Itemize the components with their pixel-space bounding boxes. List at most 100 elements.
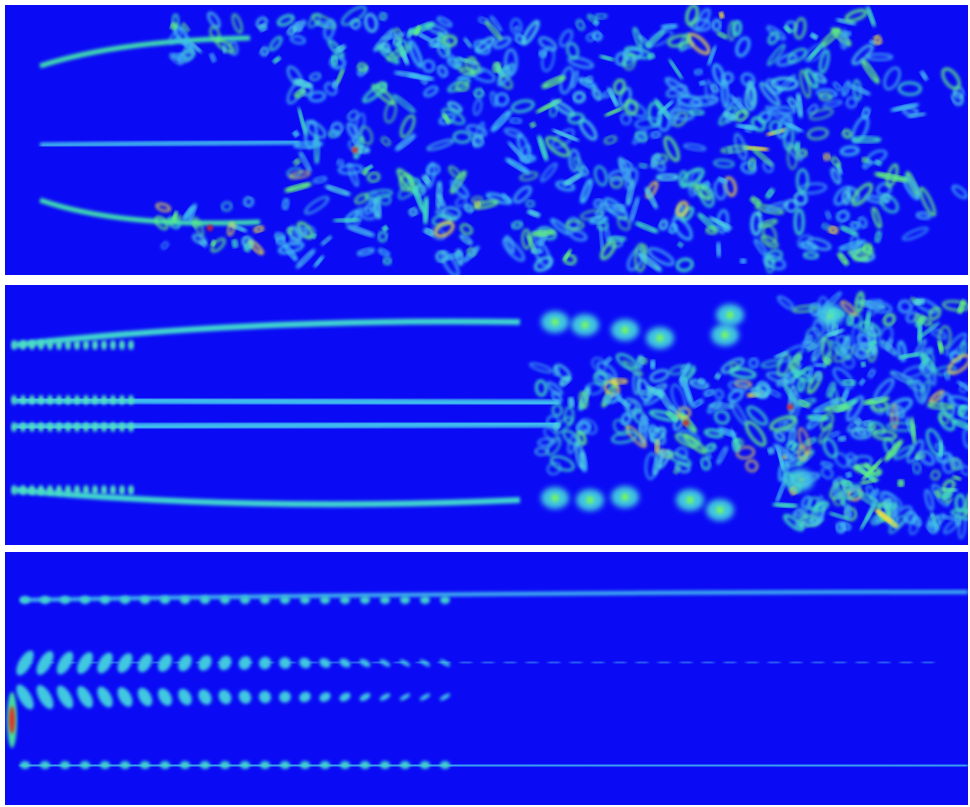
wave-packet xyxy=(180,761,190,769)
flow-structure xyxy=(275,235,286,246)
flow-structure xyxy=(567,56,594,69)
inlet-vortex xyxy=(101,485,107,495)
flow-structure xyxy=(413,25,422,36)
flow-structure xyxy=(787,47,808,64)
flow-structure xyxy=(624,99,639,116)
flow-structure xyxy=(465,124,488,138)
flow-structure xyxy=(770,76,799,91)
flow-structure xyxy=(708,216,732,230)
flow-structure xyxy=(577,77,597,90)
wave-packet xyxy=(20,596,30,604)
flow-structure xyxy=(594,165,608,187)
flow-structure xyxy=(693,68,703,76)
flow-structure xyxy=(436,64,449,78)
wave-packet xyxy=(198,689,212,705)
flow-structure xyxy=(792,304,818,313)
jet xyxy=(39,139,301,148)
flow-structure xyxy=(672,216,693,241)
flow-structure xyxy=(833,186,851,206)
flow-structure xyxy=(917,316,933,326)
flow-structure xyxy=(826,309,835,335)
flow-structure xyxy=(897,340,907,362)
flow-structure xyxy=(829,512,849,520)
flow-structure xyxy=(947,354,968,375)
flow-structure xyxy=(441,108,465,125)
flow-structure xyxy=(253,225,265,234)
flow-structure xyxy=(644,186,658,210)
flow-structure xyxy=(599,54,615,62)
flow-structure xyxy=(537,135,549,162)
flow-structure xyxy=(455,81,470,92)
flow-structure xyxy=(529,121,536,129)
flow-structure xyxy=(748,357,759,369)
flow-structure xyxy=(563,253,577,266)
flow-structure xyxy=(676,200,689,217)
flow-structure xyxy=(551,403,563,417)
flow-structure xyxy=(294,88,306,99)
inlet-vortex xyxy=(20,422,26,432)
wave-packet xyxy=(440,761,450,769)
flow-structure xyxy=(501,193,511,203)
wave-packet xyxy=(440,596,450,604)
flow-structure xyxy=(952,475,962,481)
flow-structure xyxy=(549,104,558,118)
flow-structure xyxy=(909,516,921,535)
flow-structure xyxy=(552,422,561,431)
flow-structure xyxy=(699,184,715,208)
flow-structure xyxy=(882,313,896,327)
flow-structure xyxy=(529,362,554,374)
flow-structure xyxy=(790,352,802,371)
wave-packet xyxy=(399,659,411,667)
wave-packet xyxy=(319,692,331,702)
flow-structure xyxy=(894,404,906,419)
wave-packet xyxy=(279,691,291,703)
flow-structure xyxy=(423,85,439,98)
flow-structure xyxy=(765,105,791,123)
flow-structure xyxy=(816,88,838,98)
flow-structure xyxy=(378,248,390,257)
flow-structure xyxy=(919,450,935,466)
flow-structure xyxy=(452,130,472,144)
flow-structure xyxy=(830,156,841,168)
flow-structure xyxy=(928,306,942,321)
flow-structure xyxy=(442,113,451,125)
inlet-vortex xyxy=(47,395,53,405)
flow-structure xyxy=(942,479,956,494)
flow-structure xyxy=(866,6,876,28)
flow-structure xyxy=(841,80,851,97)
flow-structure xyxy=(537,437,555,448)
flow-structure xyxy=(788,384,797,414)
flow-structure xyxy=(776,53,798,67)
wave-packet xyxy=(117,653,133,673)
flow-structure xyxy=(957,380,968,391)
wave-packet xyxy=(178,654,192,672)
flow-structure xyxy=(464,58,481,73)
flow-structure xyxy=(459,223,473,236)
flow-structure xyxy=(193,216,204,237)
flow-structure xyxy=(857,216,868,229)
inlet-vortex xyxy=(83,422,89,432)
wave-packet xyxy=(36,651,54,675)
wave-packet xyxy=(97,652,113,674)
flow-structure xyxy=(844,503,852,520)
flow-structure xyxy=(734,109,749,122)
wave-packet xyxy=(80,596,90,604)
inlet-vortex xyxy=(47,340,53,350)
flow-structure xyxy=(611,378,628,385)
flow-structure xyxy=(862,243,872,255)
flow-structure xyxy=(334,44,346,54)
flow-structure xyxy=(745,459,759,473)
inlet-vortex xyxy=(29,422,35,432)
wave-packet xyxy=(320,596,330,604)
inlet-vortex xyxy=(119,485,125,495)
flow-structure xyxy=(904,510,918,525)
flow-structure xyxy=(698,80,706,86)
inlet-vortex xyxy=(65,485,71,495)
flow-structure xyxy=(541,75,566,89)
flow-structure xyxy=(650,130,662,139)
flow-structure xyxy=(806,414,830,422)
flow-structure xyxy=(777,295,795,310)
flow-structure xyxy=(510,220,524,230)
flow-structure xyxy=(734,133,747,161)
